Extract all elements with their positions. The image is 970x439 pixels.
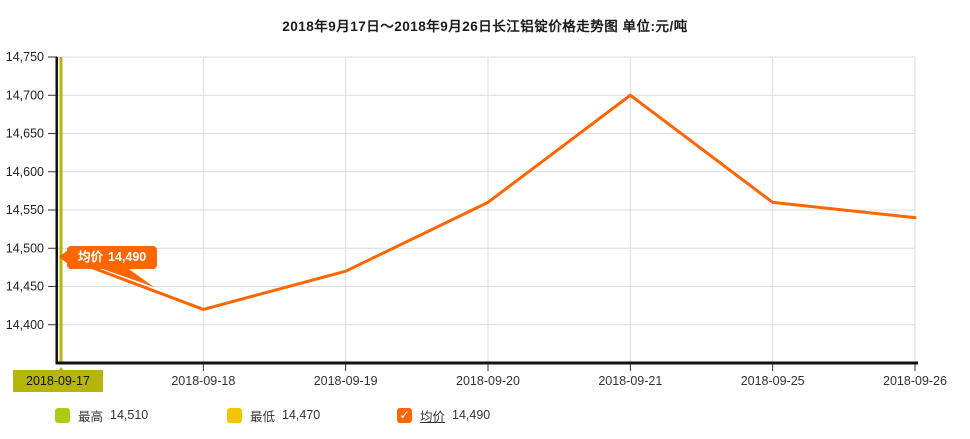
legend-value-highest: 14,510 <box>110 408 149 422</box>
chart-title: 2018年9月17日～2018年9月26日长江铝锭价格走势图 单位:元/吨 <box>282 19 688 34</box>
x-axis-label[interactable]: 2018-09-26 <box>883 374 947 388</box>
highest-checkbox[interactable] <box>55 407 70 423</box>
y-axis-label: 14,650 <box>6 127 44 141</box>
y-axis-label: 14,450 <box>6 280 44 294</box>
legend-label-average: 均价 <box>420 409 446 424</box>
x-axis-label[interactable]: 2018-09-25 <box>741 374 805 388</box>
x-axis <box>55 361 918 365</box>
average-price-callout: 均价 14,490 <box>58 246 158 269</box>
x-axis-label[interactable]: 2018-09-18 <box>171 374 235 388</box>
legend-item-average[interactable]: ✓ 均价 14,490 <box>397 406 490 424</box>
x-axis-label[interactable]: 2018-09-20 <box>456 374 520 388</box>
y-axis-label: 14,500 <box>6 241 44 255</box>
callout-tail <box>97 267 154 287</box>
legend-label-lowest: 最低 <box>250 409 276 424</box>
callout-label: 均价 <box>78 250 104 264</box>
y-axis <box>55 57 58 364</box>
legend-value-average: 14,490 <box>452 408 491 422</box>
y-axis-label: 14,750 <box>6 50 44 64</box>
x-axis-label[interactable]: 2018-09-19 <box>314 374 378 388</box>
lowest-checkbox[interactable] <box>227 407 242 423</box>
callout-value: 14,490 <box>108 250 147 264</box>
legend-value-lowest: 14,470 <box>282 408 321 422</box>
legend-label-highest: 最高 <box>78 409 104 424</box>
y-axis-label: 14,400 <box>6 318 44 332</box>
y-axis-label: 14,600 <box>6 165 44 179</box>
price-line <box>59 93 917 311</box>
selected-date-label[interactable]: 2018-09-17 <box>13 370 103 392</box>
average-checkbox[interactable]: ✓ <box>397 407 412 423</box>
legend-item-highest[interactable]: 最高 14,510 <box>55 406 148 424</box>
legend-item-lowest[interactable]: 最低 14,470 <box>227 406 320 424</box>
y-axis-label: 14,700 <box>6 88 44 102</box>
y-axis-label: 14,550 <box>6 203 44 217</box>
x-axis-label[interactable]: 2018-09-21 <box>598 374 662 388</box>
check-icon: ✓ <box>399 407 410 422</box>
